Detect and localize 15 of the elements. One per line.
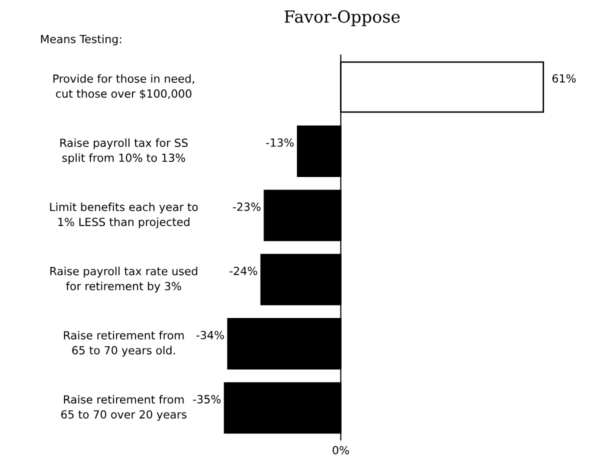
y-tick-label: Raise retirement from 65 to 70 over 20 years [61, 395, 186, 421]
y-tick-label: Raise payroll tax for SS split from 10% to 13% [60, 138, 188, 164]
data-label: 61% [552, 74, 576, 83]
y-tick-label: Limit benefits each year to 1% LESS than projected [50, 202, 198, 228]
data-label: -34% [196, 330, 224, 340]
data-label: -13% [266, 138, 294, 147]
text: 0% [332, 446, 349, 454]
y-tick-label: Raise retirement from 65 to 70 years old. [64, 330, 184, 357]
data-label: -24% [230, 266, 258, 276]
text: Means Testing: [41, 34, 122, 46]
chart-title: Favor-Oppose [284, 10, 400, 26]
y-tick-label: Provide for those in need, cut those over $100,000 [53, 74, 194, 100]
data-label: -23% [232, 202, 260, 211]
data-label: -35% [193, 395, 221, 404]
y-tick-label: Raise payroll tax rate used for retirement by 3% [50, 266, 198, 292]
